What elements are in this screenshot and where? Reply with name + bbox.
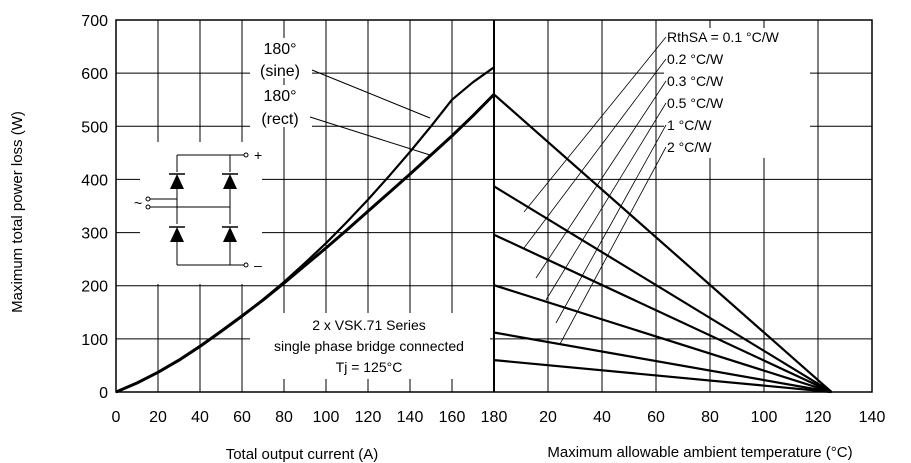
bridge-schematic: + – ~ [134, 142, 262, 284]
thermal-resistance-labels: RthSA = 0.1 °C/W 0.2 °C/W 0.3 °C/W 0.5 °… [664, 28, 810, 158]
left-x-tick-label: 120 [355, 409, 382, 426]
left-x-tick-label: 100 [313, 409, 340, 426]
y-tick-label: 400 [81, 172, 108, 189]
derating-line-2 [493, 233, 832, 393]
rect-leader-line [309, 116, 431, 156]
rth-leader-line [535, 80, 667, 279]
derating-line-1 [493, 185, 833, 393]
left-x-axis-title: Total output current (A) [226, 446, 379, 463]
rth-label-0.3: 0.3 °C/W [667, 73, 724, 89]
left-x-tick-label: 80 [275, 409, 293, 426]
device-annotation: 2 x VSK.71 Series single phase bridge co… [250, 313, 490, 379]
left-x-tick-label: 180 [481, 409, 508, 426]
left-x-tick-label: 60 [233, 409, 251, 426]
right-x-tick-label: 20 [539, 409, 557, 426]
plot-frame [115, 19, 873, 393]
derating-line-5 [493, 359, 832, 394]
right-x-tick-label: 80 [701, 409, 719, 426]
annotation-line3: Tj = 125°C [336, 359, 403, 375]
series-layer [115, 66, 833, 394]
rth-leader-line [545, 102, 667, 301]
left-x-tick-label: 140 [397, 409, 424, 426]
rect-series-label: 180° (rect) [250, 85, 431, 156]
rth-label-2: 2 °C/W [667, 139, 712, 155]
rect-label-line2: (rect) [261, 111, 298, 128]
sine-leader-line [311, 69, 431, 119]
left-x-tick-label: 0 [112, 409, 121, 426]
rth-leader-line [559, 146, 667, 345]
right-x-tick-label: 140 [859, 409, 886, 426]
rth-label-0.5: 0.5 °C/W [667, 95, 724, 111]
rth-label-0.2: 0.2 °C/W [667, 51, 724, 67]
derating-line-4 [493, 331, 832, 394]
y-tick-label: 300 [81, 226, 108, 243]
rth-label-1: 1 °C/W [667, 117, 712, 133]
y-axis-title: Maximum total power loss (W) [9, 111, 26, 313]
right-x-tick-label: 60 [647, 409, 665, 426]
annotation-line1: 2 x VSK.71 Series [312, 317, 426, 333]
rth-label-0.1: RthSA = 0.1 °C/W [667, 29, 780, 45]
y-tick-label: 0 [99, 385, 108, 402]
left-x-tick-label: 20 [149, 409, 167, 426]
left-x-tick-label: 160 [439, 409, 466, 426]
right-x-tick-label: 120 [805, 409, 832, 426]
y-tick-label: 200 [81, 279, 108, 296]
schematic-ac-label: ~ [134, 195, 142, 211]
derating-line-0 [493, 93, 833, 393]
y-tick-label: 600 [81, 66, 108, 83]
y-tick-label: 100 [81, 332, 108, 349]
derating-line-3 [493, 284, 832, 394]
sine-label-line2: (sine) [260, 63, 300, 80]
y-tick-label: 500 [81, 119, 108, 136]
y-tick-label: 700 [81, 13, 108, 30]
right-x-axis-title: Maximum allowable ambient temperature (°… [547, 444, 852, 461]
rect-series-line [115, 93, 496, 394]
rth-leader-line [555, 124, 667, 324]
annotation-line2: single phase bridge connected [274, 338, 464, 354]
thermal-resistance-leaders [523, 36, 667, 345]
schematic-minus-label: – [254, 257, 262, 273]
right-x-tick-label: 100 [751, 409, 778, 426]
right-x-tick-label: 40 [593, 409, 611, 426]
sine-label-line1: 180° [263, 41, 296, 58]
rth-leader-line [523, 58, 667, 249]
rth-leader-line [523, 36, 667, 213]
left-x-tick-label: 40 [191, 409, 209, 426]
rect-label-line1: 180° [263, 88, 296, 105]
tick-labels: 0 100 200 300 400 500 600 700 0 20 40 60 80 100 120 140… [81, 13, 885, 426]
sine-series-label: 180° (sine) [250, 38, 431, 119]
schematic-plus-label: + [254, 147, 262, 163]
